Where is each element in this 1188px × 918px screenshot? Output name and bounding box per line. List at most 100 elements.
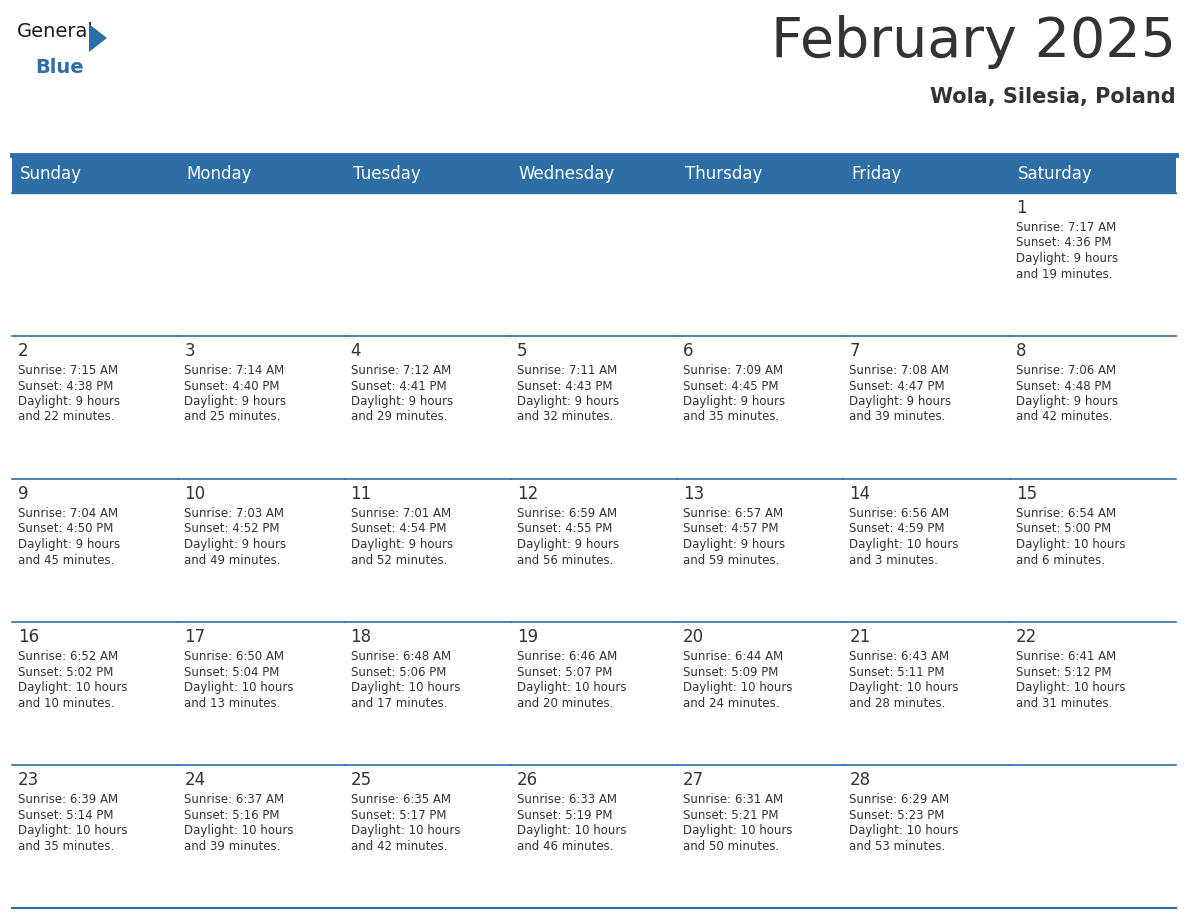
Text: Daylight: 9 hours: Daylight: 9 hours <box>184 395 286 408</box>
Text: 10: 10 <box>184 485 206 503</box>
Bar <box>178 479 345 622</box>
Bar <box>677 336 843 479</box>
Text: Sunset: 4:52 PM: Sunset: 4:52 PM <box>184 522 280 535</box>
Text: Sunset: 4:57 PM: Sunset: 4:57 PM <box>683 522 778 535</box>
Text: Sunrise: 6:31 AM: Sunrise: 6:31 AM <box>683 793 783 806</box>
Text: Daylight: 9 hours: Daylight: 9 hours <box>350 538 453 551</box>
Text: 14: 14 <box>849 485 871 503</box>
Text: Monday: Monday <box>187 165 252 183</box>
Text: Daylight: 10 hours: Daylight: 10 hours <box>1016 538 1125 551</box>
Text: Sunrise: 6:57 AM: Sunrise: 6:57 AM <box>683 507 783 520</box>
Text: Sunrise: 7:01 AM: Sunrise: 7:01 AM <box>350 507 450 520</box>
Text: and 42 minutes.: and 42 minutes. <box>350 839 447 853</box>
Text: and 32 minutes.: and 32 minutes. <box>517 410 613 423</box>
Text: Sunset: 5:06 PM: Sunset: 5:06 PM <box>350 666 446 678</box>
Text: Daylight: 10 hours: Daylight: 10 hours <box>184 681 293 694</box>
Bar <box>843 622 1010 765</box>
Text: Sunrise: 6:48 AM: Sunrise: 6:48 AM <box>350 650 450 663</box>
Text: and 24 minutes.: and 24 minutes. <box>683 697 779 710</box>
Text: and 3 minutes.: and 3 minutes. <box>849 554 939 566</box>
Text: 23: 23 <box>18 771 39 789</box>
Text: Sunset: 5:04 PM: Sunset: 5:04 PM <box>184 666 279 678</box>
Text: Daylight: 10 hours: Daylight: 10 hours <box>18 824 127 837</box>
Text: Tuesday: Tuesday <box>353 165 421 183</box>
Text: Sunset: 4:50 PM: Sunset: 4:50 PM <box>18 522 113 535</box>
Text: Daylight: 9 hours: Daylight: 9 hours <box>18 538 120 551</box>
Bar <box>345 193 511 336</box>
Text: Sunday: Sunday <box>20 165 82 183</box>
Text: 17: 17 <box>184 628 206 646</box>
Text: 13: 13 <box>683 485 704 503</box>
Text: 1: 1 <box>1016 199 1026 217</box>
Text: Sunset: 5:21 PM: Sunset: 5:21 PM <box>683 809 778 822</box>
Text: Sunset: 4:41 PM: Sunset: 4:41 PM <box>350 379 447 393</box>
Text: Sunrise: 6:54 AM: Sunrise: 6:54 AM <box>1016 507 1116 520</box>
Text: Sunrise: 6:56 AM: Sunrise: 6:56 AM <box>849 507 949 520</box>
Text: Daylight: 10 hours: Daylight: 10 hours <box>184 824 293 837</box>
Bar <box>511 622 677 765</box>
Text: and 22 minutes.: and 22 minutes. <box>18 410 114 423</box>
Text: Daylight: 10 hours: Daylight: 10 hours <box>683 824 792 837</box>
Text: Sunrise: 6:46 AM: Sunrise: 6:46 AM <box>517 650 617 663</box>
Text: Saturday: Saturday <box>1018 165 1093 183</box>
Bar <box>12 155 1176 193</box>
Text: Sunrise: 7:12 AM: Sunrise: 7:12 AM <box>350 364 450 377</box>
Text: and 19 minutes.: and 19 minutes. <box>1016 267 1112 281</box>
Text: Sunrise: 6:52 AM: Sunrise: 6:52 AM <box>18 650 118 663</box>
Text: 3: 3 <box>184 342 195 360</box>
Text: Sunrise: 6:29 AM: Sunrise: 6:29 AM <box>849 793 949 806</box>
Text: and 10 minutes.: and 10 minutes. <box>18 697 114 710</box>
Text: Wednesday: Wednesday <box>519 165 615 183</box>
Text: 5: 5 <box>517 342 527 360</box>
Text: Sunset: 5:12 PM: Sunset: 5:12 PM <box>1016 666 1111 678</box>
Text: Sunset: 5:09 PM: Sunset: 5:09 PM <box>683 666 778 678</box>
Text: Blue: Blue <box>34 58 83 77</box>
Text: 16: 16 <box>18 628 39 646</box>
Text: 15: 15 <box>1016 485 1037 503</box>
Text: and 42 minutes.: and 42 minutes. <box>1016 410 1112 423</box>
Bar <box>12 336 178 479</box>
Bar <box>345 336 511 479</box>
Text: Sunset: 4:47 PM: Sunset: 4:47 PM <box>849 379 944 393</box>
Bar <box>1010 622 1176 765</box>
Text: Daylight: 9 hours: Daylight: 9 hours <box>517 395 619 408</box>
Bar <box>511 479 677 622</box>
Text: Daylight: 10 hours: Daylight: 10 hours <box>18 681 127 694</box>
Text: 6: 6 <box>683 342 694 360</box>
Text: Daylight: 9 hours: Daylight: 9 hours <box>1016 252 1118 265</box>
Bar <box>677 193 843 336</box>
Text: and 39 minutes.: and 39 minutes. <box>849 410 946 423</box>
Polygon shape <box>89 24 107 52</box>
Text: Sunset: 5:14 PM: Sunset: 5:14 PM <box>18 809 114 822</box>
Bar <box>511 765 677 908</box>
Text: Daylight: 10 hours: Daylight: 10 hours <box>350 681 460 694</box>
Bar <box>12 765 178 908</box>
Text: 2: 2 <box>18 342 29 360</box>
Text: Sunset: 4:38 PM: Sunset: 4:38 PM <box>18 379 113 393</box>
Text: and 59 minutes.: and 59 minutes. <box>683 554 779 566</box>
Bar <box>1010 193 1176 336</box>
Bar <box>677 765 843 908</box>
Text: Sunset: 4:40 PM: Sunset: 4:40 PM <box>184 379 280 393</box>
Bar <box>178 765 345 908</box>
Text: Daylight: 9 hours: Daylight: 9 hours <box>18 395 120 408</box>
Text: Sunset: 5:23 PM: Sunset: 5:23 PM <box>849 809 944 822</box>
Text: Daylight: 10 hours: Daylight: 10 hours <box>849 681 959 694</box>
Bar <box>843 336 1010 479</box>
Text: Daylight: 10 hours: Daylight: 10 hours <box>350 824 460 837</box>
Text: 22: 22 <box>1016 628 1037 646</box>
Bar <box>178 193 345 336</box>
Bar <box>12 193 178 336</box>
Text: Sunset: 4:55 PM: Sunset: 4:55 PM <box>517 522 612 535</box>
Text: and 17 minutes.: and 17 minutes. <box>350 697 447 710</box>
Bar <box>1010 336 1176 479</box>
Text: 28: 28 <box>849 771 871 789</box>
Bar <box>843 765 1010 908</box>
Text: Sunrise: 6:43 AM: Sunrise: 6:43 AM <box>849 650 949 663</box>
Text: 25: 25 <box>350 771 372 789</box>
Bar <box>843 193 1010 336</box>
Text: February 2025: February 2025 <box>771 15 1176 69</box>
Text: Daylight: 10 hours: Daylight: 10 hours <box>849 538 959 551</box>
Bar <box>1010 765 1176 908</box>
Text: General: General <box>17 22 94 41</box>
